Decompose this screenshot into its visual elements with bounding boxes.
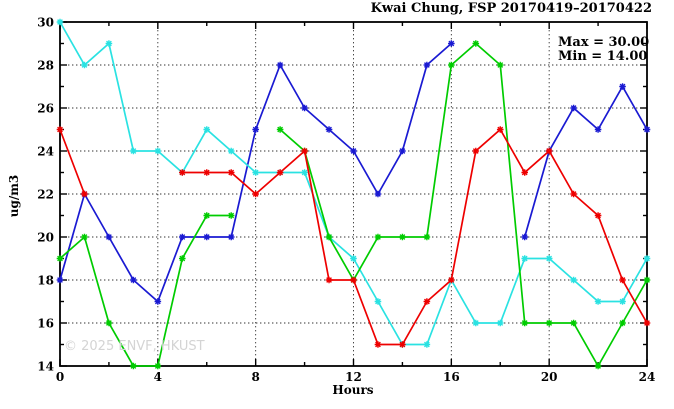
y-tick-label: 20: [37, 231, 54, 245]
series-markers-green: [56, 40, 651, 370]
stat-box: Max = 30.00 Min = 14.00: [558, 36, 649, 64]
axis-border: [59, 21, 648, 367]
series-markers-blue: [56, 40, 651, 305]
y-tick-label: 24: [37, 145, 54, 159]
y-tick-label: 26: [37, 102, 54, 116]
max-value-label: Max = 30.00: [558, 35, 650, 50]
watermark: © 2025 ENVF, HKUST: [64, 339, 205, 354]
x-tick-label: 24: [639, 370, 656, 384]
y-tick-label: 16: [37, 317, 54, 331]
series-line-red: [59, 128, 648, 346]
min-value-label: Min = 14.00: [558, 49, 648, 64]
x-tick-label: 4: [154, 370, 162, 384]
y-tick-label: 28: [37, 59, 54, 73]
x-tick-label: 0: [56, 370, 64, 384]
y-tick-label: 30: [37, 16, 54, 30]
y-tick-label: 14: [37, 360, 54, 374]
y-axis-label: ug/m3: [7, 174, 21, 218]
x-tick-label: 8: [251, 370, 259, 384]
x-tick-label: 20: [541, 370, 558, 384]
series-markers-red: [56, 126, 651, 348]
x-tick-label: 12: [345, 370, 362, 384]
chart-title: Kwai Chung, FSP 20170419–20170422: [370, 1, 652, 16]
y-tick-label: 22: [37, 188, 54, 202]
series-line-green: [59, 42, 648, 368]
x-tick-label: 16: [443, 370, 460, 384]
x-axis-label: Hours: [332, 383, 374, 397]
y-tick-label: 18: [37, 274, 54, 288]
